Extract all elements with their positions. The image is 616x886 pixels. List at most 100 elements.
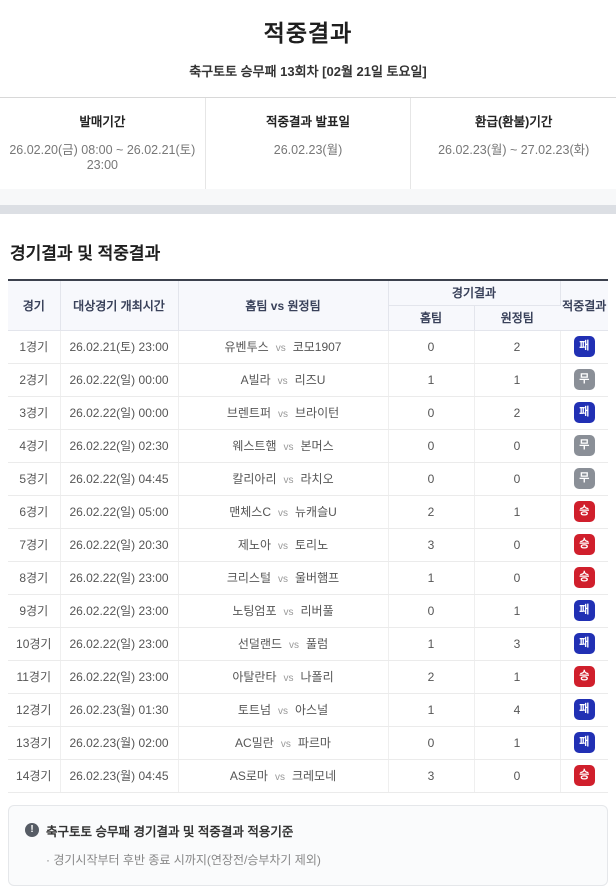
vs-label: vs	[278, 706, 288, 717]
info-sale-period-label: 발매기간	[79, 115, 126, 129]
hit-result-cell: 무	[560, 462, 608, 496]
hit-result-cell: 패	[560, 330, 608, 364]
match-time: 26.02.23(월) 01:30	[60, 693, 179, 727]
vs-label: vs	[278, 508, 288, 519]
match-teams: 크리스털 vs 울버햄프	[178, 561, 389, 595]
match-number: 5경기	[8, 462, 61, 496]
results-table-wrap: 경기 대상경기 개최시간 홈팀 vs 원정팀 경기결과 적중결과 홈팀 원정팀 …	[8, 279, 608, 793]
info-announce-date: 적중결과 발표일 26.02.23(월)	[204, 98, 411, 189]
match-row: 12경기 26.02.23(월) 01:30 토트넘 vs 아스널 1 4 패	[8, 693, 608, 727]
home-team-name: 아탈란타	[232, 670, 277, 684]
info-announce-date-value: 26.02.23(월)	[273, 143, 343, 157]
match-time: 26.02.22(일) 00:00	[60, 396, 179, 430]
home-score: 3	[388, 528, 475, 562]
match-teams: 선덜랜드 vs 풀럼	[178, 627, 389, 661]
away-score: 0	[474, 429, 561, 463]
home-score: 1	[388, 627, 475, 661]
result-badge: 패	[573, 633, 595, 654]
col-header-match: 경기	[8, 279, 61, 331]
away-score: 0	[474, 528, 561, 562]
home-team-name: 칼리아리	[232, 472, 277, 486]
info-announce-date-label: 적중결과 발표일	[266, 115, 350, 129]
match-number: 13경기	[8, 726, 61, 760]
home-score: 0	[388, 594, 475, 628]
home-score: 1	[388, 561, 475, 595]
match-number: 14경기	[8, 759, 61, 793]
home-score: 0	[388, 462, 475, 496]
vs-label: vs	[275, 343, 286, 354]
home-team-name: 노팅엄포	[232, 604, 277, 618]
home-score: 2	[388, 495, 475, 529]
match-teams: 제노아 vs 토리노	[178, 528, 389, 562]
away-team-name: 리즈U	[294, 373, 326, 387]
col-header-away: 원정팀	[474, 304, 560, 331]
hit-result-cell: 패	[560, 627, 608, 661]
home-team-name: 브렌트퍼	[226, 406, 271, 420]
match-time: 26.02.22(일) 23:00	[60, 627, 179, 661]
results-table-head: 경기 대상경기 개최시간 홈팀 vs 원정팀 경기결과 적중결과 홈팀 원정팀	[8, 279, 608, 331]
col-header-result-group: 경기결과	[388, 279, 561, 306]
info-sale-period-value: 26.02.20(금) 08:00 ~ 26.02.21(토) 23:00	[9, 143, 196, 172]
match-row: 9경기 26.02.22(일) 23:00 노팅엄포 vs 리버풀 0 1 패	[8, 594, 608, 628]
match-time: 26.02.22(일) 23:00	[60, 594, 179, 628]
hit-result-cell: 무	[560, 363, 608, 397]
vs-label: vs	[277, 376, 288, 387]
match-time: 26.02.23(월) 02:00	[60, 726, 179, 760]
result-badge: 승	[573, 765, 595, 786]
match-table-body: 1경기 26.02.21(토) 23:00 유벤투스 vs 코모1907 0 2 패…	[8, 330, 608, 793]
col-header-home: 홈팀	[388, 304, 475, 331]
hit-result-cell: 승	[560, 495, 608, 529]
match-number: 7경기	[8, 528, 61, 562]
section-divider-dark	[0, 205, 616, 214]
match-teams: 유벤투스 vs 코모1907	[178, 330, 389, 364]
info-icon: !	[25, 823, 39, 837]
match-row: 2경기 26.02.22(일) 00:00 A빌라 vs 리즈U 1 1 무	[8, 363, 608, 397]
info-refund-period-label: 환급(환불)기간	[475, 115, 553, 129]
result-badge: 무	[573, 369, 595, 390]
vs-label: vs	[280, 739, 291, 750]
home-team-name: 웨스트햄	[232, 439, 277, 453]
match-number: 3경기	[8, 396, 61, 430]
match-row: 14경기 26.02.23(월) 04:45 AS로마 vs 크레모네 3 0 승	[8, 759, 608, 793]
home-team-name: 유벤투스	[224, 340, 269, 354]
match-time: 26.02.22(일) 04:45	[60, 462, 179, 496]
home-score: 0	[388, 429, 475, 463]
home-score: 1	[388, 363, 475, 397]
match-teams: AS로마 vs 크레모네	[178, 759, 389, 793]
away-score: 2	[474, 330, 561, 364]
away-team-name: 크레모네	[291, 769, 337, 783]
section-title: 경기결과 및 적중결과	[10, 244, 161, 263]
page-subtitle: 축구토토 승무패 13회차 [02월 21일 토요일]	[189, 64, 427, 79]
result-badge: 패	[573, 402, 595, 423]
vs-label: vs	[278, 574, 288, 585]
match-number: 2경기	[8, 363, 61, 397]
vs-label: vs	[274, 772, 285, 783]
match-time: 26.02.22(일) 02:30	[60, 429, 179, 463]
page-title: 적중결과	[263, 20, 353, 46]
bullet-char: ·	[46, 852, 50, 867]
info-refund-period-value: 26.02.23(월) ~ 27.02.23(화)	[438, 143, 590, 157]
result-badge: 승	[573, 534, 595, 555]
home-score: 3	[388, 759, 475, 793]
result-badge: 무	[573, 468, 595, 489]
away-score: 4	[474, 693, 561, 727]
match-teams: 칼리아리 vs 라치오	[178, 462, 389, 496]
home-score: 0	[388, 330, 475, 364]
hit-result-cell: 패	[560, 594, 608, 628]
home-team-name: 선덜랜드	[237, 637, 283, 651]
home-team-name: AC밀란	[235, 736, 274, 750]
match-row: 8경기 26.02.22(일) 23:00 크리스털 vs 울버햄프 1 0 승	[8, 561, 608, 595]
hit-result-cell: 패	[560, 396, 608, 430]
result-badge: 패	[573, 336, 595, 357]
match-teams: A빌라 vs 리즈U	[178, 363, 389, 397]
result-badge: 무	[573, 435, 595, 456]
away-team-name: 라치오	[300, 472, 334, 486]
results-table: 경기 대상경기 개최시간 홈팀 vs 원정팀 경기결과 적중결과 홈팀 원정팀 …	[8, 279, 608, 793]
away-score: 1	[474, 594, 561, 628]
away-score: 1	[474, 363, 561, 397]
away-team-name: 뉴캐슬U	[295, 505, 337, 519]
result-badge: 패	[573, 732, 595, 753]
match-number: 6경기	[8, 495, 61, 529]
match-row: 7경기 26.02.22(일) 20:30 제노아 vs 토리노 3 0 승	[8, 528, 608, 562]
away-score: 3	[474, 627, 561, 661]
